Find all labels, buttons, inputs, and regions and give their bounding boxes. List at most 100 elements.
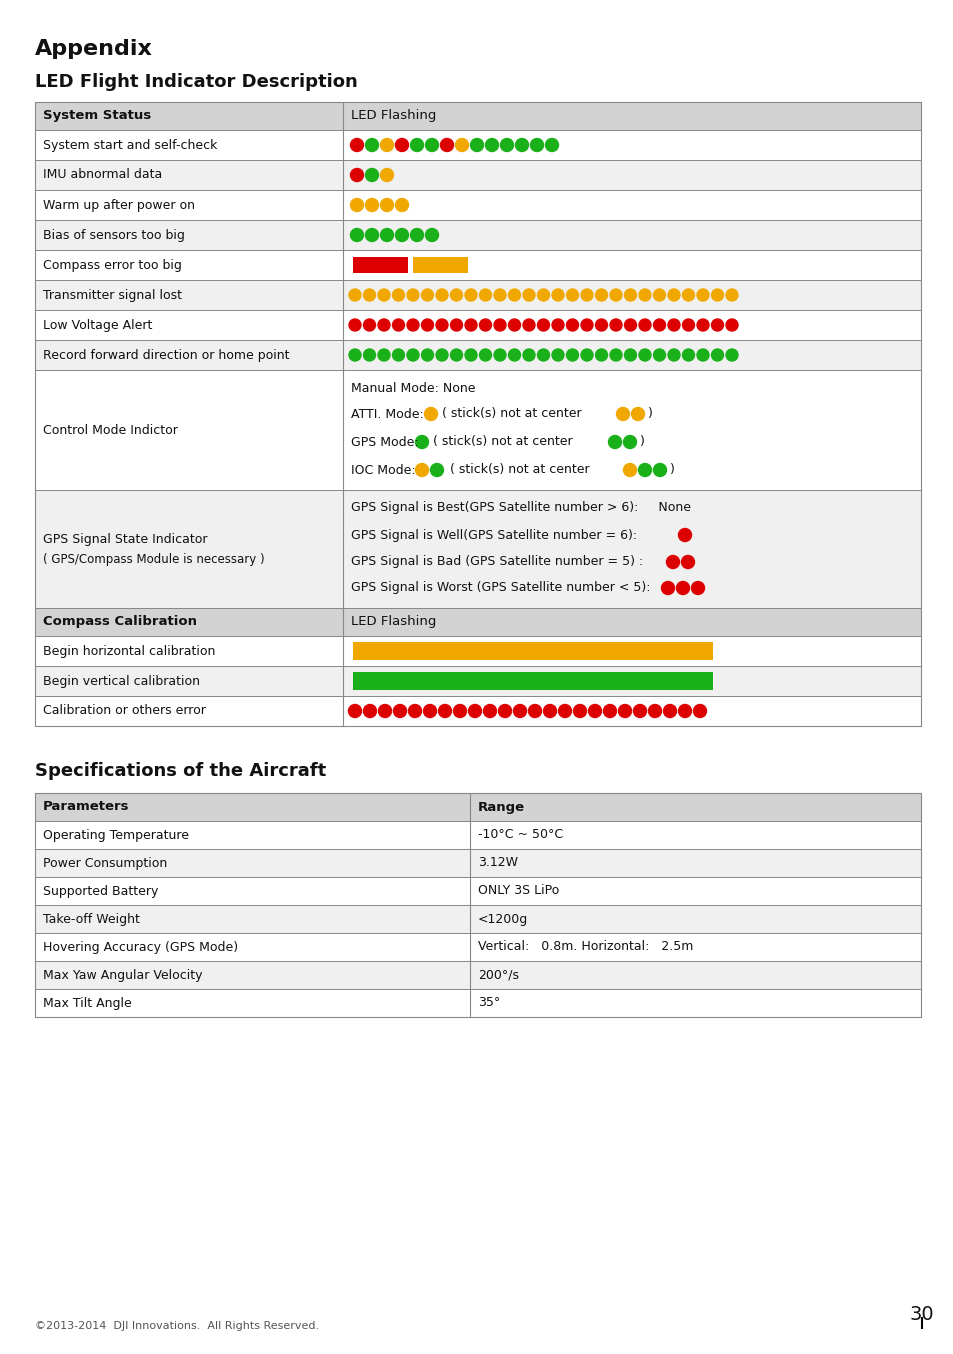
Bar (35, 636, 920, 666)
Text: LED Flashing: LED Flashing (351, 110, 436, 122)
Circle shape (350, 138, 363, 152)
Circle shape (543, 704, 556, 718)
Circle shape (522, 320, 535, 330)
Text: ©2013-2014  DJI Innovations.  All Rights Reserved.: ©2013-2014 DJI Innovations. All Rights R… (35, 1322, 319, 1331)
Circle shape (392, 349, 404, 362)
Bar (35, 280, 920, 310)
Text: ( stick(s) not at center: ( stick(s) not at center (433, 436, 572, 448)
Circle shape (453, 704, 466, 718)
Text: ( stick(s) not at center: ( stick(s) not at center (441, 408, 581, 421)
Text: Record forward direction or home point: Record forward direction or home point (43, 348, 289, 362)
Circle shape (380, 138, 393, 152)
Circle shape (566, 349, 578, 362)
Circle shape (450, 320, 462, 330)
Text: Operating Temperature: Operating Temperature (43, 829, 189, 841)
Circle shape (653, 320, 665, 330)
Circle shape (470, 138, 483, 152)
Circle shape (363, 288, 375, 301)
Text: Transmitter signal lost: Transmitter signal lost (43, 288, 182, 302)
Circle shape (566, 288, 578, 301)
Text: Appendix: Appendix (35, 39, 152, 60)
Circle shape (616, 408, 629, 421)
Text: ): ) (647, 408, 652, 421)
Text: ATTI. Mode:: ATTI. Mode: (351, 408, 423, 421)
Circle shape (691, 581, 703, 594)
Circle shape (558, 704, 571, 718)
Text: <1200g: <1200g (477, 913, 528, 926)
Circle shape (681, 288, 694, 301)
Circle shape (483, 704, 496, 718)
Text: ONLY 3S LiPo: ONLY 3S LiPo (477, 884, 558, 898)
Circle shape (653, 349, 665, 362)
Bar (353, 257, 408, 274)
Circle shape (648, 704, 660, 718)
Circle shape (609, 320, 621, 330)
Circle shape (580, 349, 593, 362)
Bar (35, 310, 920, 340)
Bar (35, 877, 920, 904)
Circle shape (588, 704, 601, 718)
Circle shape (631, 408, 644, 421)
Circle shape (392, 288, 404, 301)
Circle shape (595, 288, 607, 301)
Circle shape (421, 320, 433, 330)
Text: IMU abnormal data: IMU abnormal data (43, 168, 162, 181)
Circle shape (349, 320, 360, 330)
Circle shape (667, 349, 679, 362)
Circle shape (530, 138, 543, 152)
Circle shape (609, 349, 621, 362)
Circle shape (464, 349, 476, 362)
Text: Vertical:   0.8m. Horizontal:   2.5m: Vertical: 0.8m. Horizontal: 2.5m (477, 941, 693, 953)
Circle shape (608, 436, 620, 448)
Circle shape (430, 463, 443, 477)
Circle shape (479, 288, 491, 301)
Circle shape (380, 168, 393, 181)
Circle shape (653, 288, 665, 301)
Bar (35, 160, 920, 190)
Circle shape (377, 349, 390, 362)
Text: Compass Calibration: Compass Calibration (43, 616, 196, 628)
Bar (35, 219, 920, 250)
Text: Range: Range (477, 800, 524, 814)
Circle shape (348, 704, 361, 718)
Circle shape (464, 320, 476, 330)
Text: System Status: System Status (43, 110, 152, 122)
Circle shape (436, 320, 448, 330)
Circle shape (580, 320, 593, 330)
Text: 200°/s: 200°/s (477, 968, 518, 982)
Text: ( GPS/Compass Module is necessary ): ( GPS/Compass Module is necessary ) (43, 552, 264, 566)
Circle shape (639, 349, 650, 362)
Text: Power Consumption: Power Consumption (43, 857, 167, 869)
Text: Max Yaw Angular Velocity: Max Yaw Angular Velocity (43, 968, 202, 982)
Circle shape (624, 288, 636, 301)
Text: Begin vertical calibration: Begin vertical calibration (43, 674, 200, 688)
Bar (35, 961, 920, 988)
Circle shape (697, 288, 708, 301)
Text: Max Tilt Angle: Max Tilt Angle (43, 997, 132, 1010)
Circle shape (440, 138, 453, 152)
Circle shape (552, 288, 563, 301)
Circle shape (508, 288, 520, 301)
Circle shape (350, 168, 363, 181)
Circle shape (508, 320, 520, 330)
Circle shape (395, 229, 408, 241)
Circle shape (537, 349, 549, 362)
Circle shape (421, 288, 433, 301)
Text: System start and self-check: System start and self-check (43, 138, 217, 152)
Circle shape (725, 349, 738, 362)
Text: 30: 30 (909, 1304, 933, 1323)
Bar (35, 102, 920, 130)
Circle shape (363, 704, 376, 718)
Circle shape (618, 704, 631, 718)
Circle shape (380, 199, 393, 211)
Text: GPS Signal is Worst (GPS Satellite number < 5):: GPS Signal is Worst (GPS Satellite numbe… (351, 581, 650, 594)
Bar (35, 849, 920, 877)
Text: GPS Mode:: GPS Mode: (351, 436, 418, 448)
Circle shape (697, 320, 708, 330)
Circle shape (697, 349, 708, 362)
Text: Hovering Accuracy (GPS Mode): Hovering Accuracy (GPS Mode) (43, 941, 238, 953)
Circle shape (623, 463, 636, 477)
Circle shape (638, 463, 651, 477)
Bar (353, 672, 712, 691)
Bar (35, 370, 920, 490)
